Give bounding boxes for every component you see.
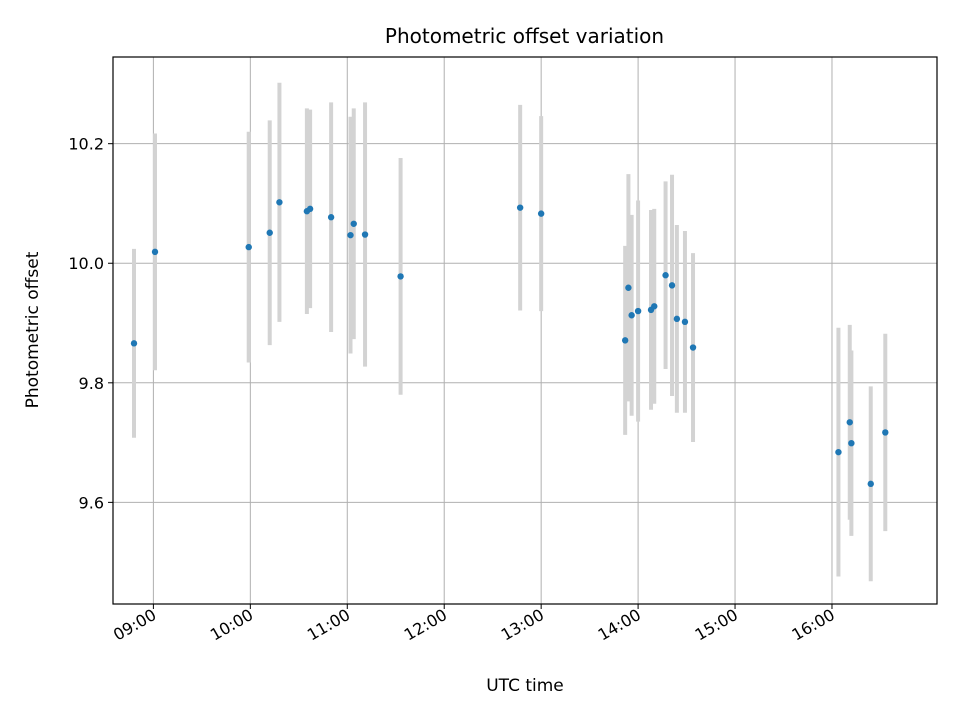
x-axis-label: UTC time: [486, 676, 564, 696]
data-point: [130, 340, 138, 347]
data-point: [537, 210, 545, 217]
y-tick-label: 10.0: [68, 254, 104, 273]
data-point: [350, 220, 357, 227]
chart-title: Photometric offset variation: [385, 24, 664, 48]
data-point: [347, 231, 354, 239]
data-point: [882, 429, 889, 436]
data-point: [846, 419, 853, 426]
data-point: [276, 199, 283, 206]
y-axis-label: Photometric offset: [23, 251, 43, 408]
data-point: [306, 205, 314, 213]
y-axis: 9.6 9.8 10.0 10.2: [68, 135, 113, 512]
data-point: [673, 315, 681, 323]
data-point: [151, 248, 159, 256]
data-point: [634, 307, 642, 315]
data-point: [266, 229, 273, 236]
data-point: [867, 480, 874, 488]
data-point: [835, 448, 842, 456]
y-tick-label: 9.8: [79, 374, 104, 393]
y-tick-label: 10.2: [68, 135, 104, 154]
data-point: [327, 214, 335, 221]
data-point: [621, 337, 629, 344]
y-tick-label: 9.6: [79, 493, 104, 512]
data-point: [681, 318, 689, 326]
data-point: [397, 273, 404, 280]
data-point: [628, 312, 635, 319]
data-point: [516, 204, 524, 211]
data-point: [848, 439, 855, 447]
data-point: [625, 284, 632, 291]
data-point: [361, 231, 369, 238]
data-point: [651, 303, 658, 310]
data-point: [662, 272, 669, 279]
plot-frame: [112, 56, 938, 605]
data-point: [689, 344, 697, 351]
data-point: [245, 243, 252, 251]
data-points: [130, 199, 889, 488]
data-point: [668, 282, 676, 289]
